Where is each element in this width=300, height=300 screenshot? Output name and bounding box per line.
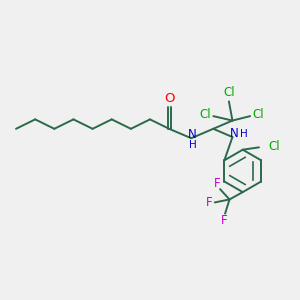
Text: H: H (189, 140, 196, 150)
Text: F: F (206, 196, 212, 209)
Text: F: F (214, 177, 220, 190)
Text: H: H (240, 128, 248, 139)
Text: Cl: Cl (200, 108, 211, 121)
Text: F: F (221, 214, 227, 226)
Text: N: N (230, 127, 238, 140)
Text: Cl: Cl (268, 140, 280, 153)
Text: N: N (188, 128, 197, 141)
Text: Cl: Cl (253, 108, 264, 121)
Text: Cl: Cl (223, 86, 235, 99)
Text: O: O (164, 92, 174, 105)
